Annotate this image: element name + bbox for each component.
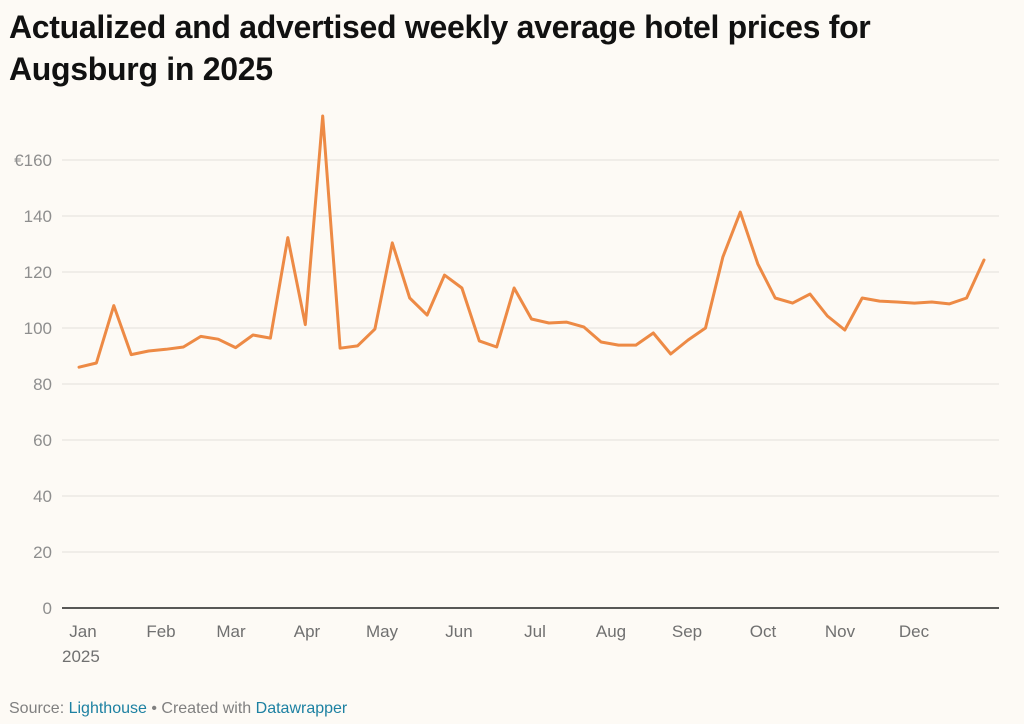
y-tick-label: 140	[24, 207, 52, 226]
y-tick-label: 100	[24, 319, 52, 338]
datawrapper-link[interactable]: Datawrapper	[255, 700, 348, 717]
y-tick-label: 80	[33, 375, 52, 394]
y-tick-label: 60	[33, 431, 52, 450]
y-tick-label: 20	[33, 543, 52, 562]
series-layer	[77, 114, 986, 369]
x-tick-label: Mar	[216, 622, 246, 641]
x-tick-label: Jul	[524, 622, 546, 641]
x-tick-label: Sep	[672, 622, 702, 641]
x-tick-label: Oct	[750, 622, 777, 641]
y-tick-label: 0	[43, 599, 52, 618]
footer-separator: • Created with	[146, 700, 256, 717]
x-tick-label: Dec	[899, 622, 930, 641]
y-axis-ticks: 0 20 40 60 80 100 120 140 €160	[14, 151, 52, 618]
x-tick-label: Jan	[69, 622, 96, 641]
y-tick-label: 40	[33, 487, 52, 506]
source-link[interactable]: Lighthouse	[68, 700, 147, 717]
x-tick-label: Apr	[294, 622, 321, 641]
x-axis-ticks: Jan Feb Mar Apr May Jun Jul Aug Sep Oct Nov Dec 2025	[62, 622, 930, 666]
x-tick-label: Feb	[146, 622, 175, 641]
x-tick-label: May	[366, 622, 399, 641]
footer: Source: Lighthouse • Created with Datawr…	[9, 700, 347, 718]
chart-title: Actualized and advertised weekly average…	[9, 9, 871, 87]
x-tick-label: Aug	[596, 622, 626, 641]
y-tick-label: €160	[14, 151, 52, 170]
x-tick-year-label: 2025	[62, 647, 100, 666]
x-tick-label: Jun	[445, 622, 472, 641]
series-line	[77, 114, 986, 369]
line-chart: 0 20 40 60 80 100 120 140 €160 Jan Feb Mar Apr May Ju…	[14, 114, 999, 666]
y-tick-label: 120	[24, 263, 52, 282]
source-prefix: Source:	[9, 700, 69, 717]
x-tick-label: Nov	[825, 622, 856, 641]
gridlines	[62, 159, 999, 553]
